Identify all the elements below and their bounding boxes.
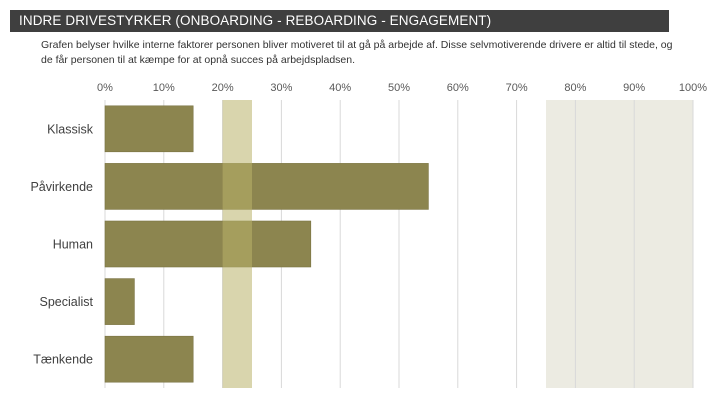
x-tick-label: 20% xyxy=(212,82,234,94)
bar-human xyxy=(104,220,312,268)
category-label: Specialist xyxy=(40,295,94,309)
bar-klassisk xyxy=(104,105,194,153)
x-tick-label: 0% xyxy=(97,82,113,94)
high-zone-background xyxy=(546,100,693,388)
bars xyxy=(104,105,429,383)
chart-description: Grafen belyser hvilke interne faktorer p… xyxy=(41,39,673,66)
chart-background xyxy=(546,100,693,388)
x-tick-label: 80% xyxy=(564,82,586,94)
bar-specialist xyxy=(104,278,135,325)
x-tick-label: 70% xyxy=(506,82,528,94)
category-labels: Klassisk Påvirkende Human Specialist Tænkend… xyxy=(30,122,93,366)
x-tick-label: 30% xyxy=(270,82,292,94)
category-label: Påvirkende xyxy=(30,180,93,194)
category-label: Tænkende xyxy=(33,353,93,367)
x-tick-label: 100% xyxy=(679,82,707,94)
x-tick-label: 60% xyxy=(447,82,469,94)
chart-title: INDRE DRIVESTYRKER (ONBOARDING - REBOARD… xyxy=(19,13,492,28)
highlight-band-layer xyxy=(222,100,252,388)
x-axis-ticks: 0% 10% 20% 30% 40% 50% 60% 70% 80% 90% 100% xyxy=(97,82,707,94)
x-tick-label: 90% xyxy=(623,82,645,94)
highlight-band xyxy=(222,100,252,388)
bar-tænkende xyxy=(104,335,194,383)
x-tick-label: 10% xyxy=(153,82,175,94)
x-tick-label: 40% xyxy=(329,82,351,94)
category-label: Human xyxy=(53,238,93,252)
chart-header: INDRE DRIVESTYRKER (ONBOARDING - REBOARD… xyxy=(10,10,669,32)
category-label: Klassisk xyxy=(47,122,94,136)
x-tick-label: 50% xyxy=(388,82,410,94)
bar-påvirkende xyxy=(104,163,429,210)
